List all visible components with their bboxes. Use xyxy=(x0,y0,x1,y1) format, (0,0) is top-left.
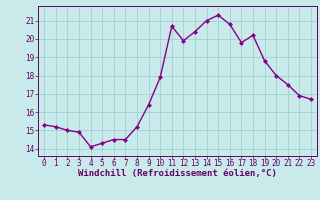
X-axis label: Windchill (Refroidissement éolien,°C): Windchill (Refroidissement éolien,°C) xyxy=(78,169,277,178)
